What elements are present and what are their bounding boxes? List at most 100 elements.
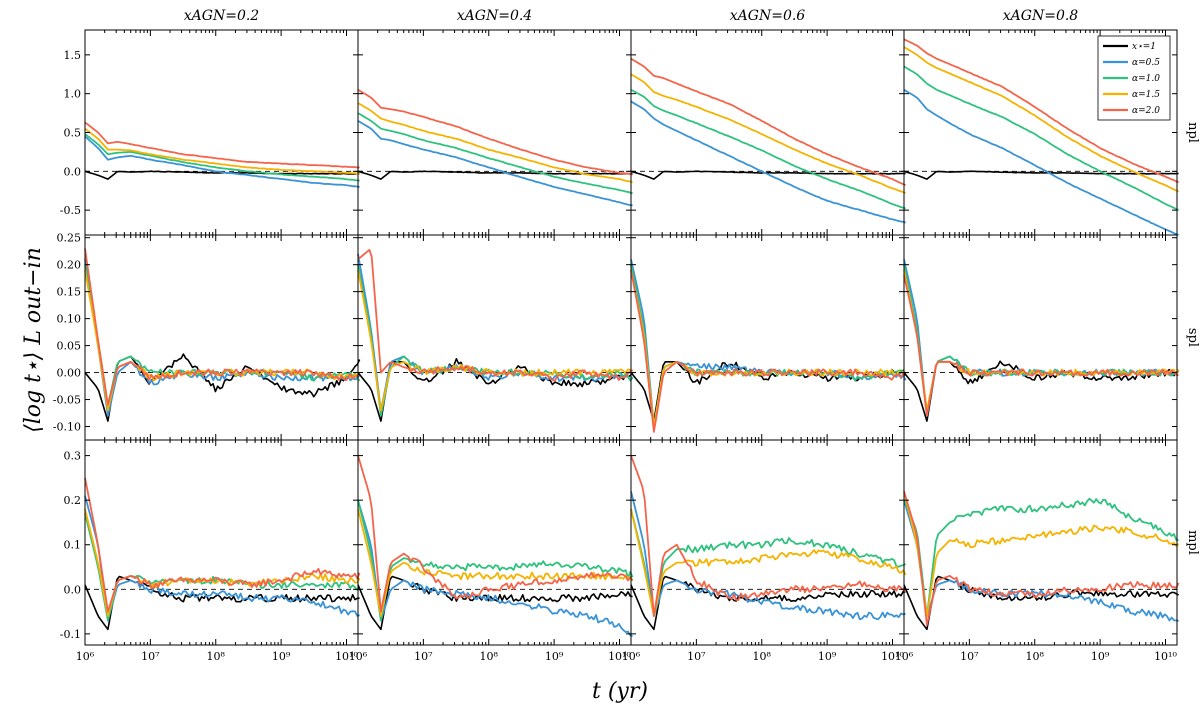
x-tick-label-c3: 10⁹ [818,650,837,663]
panel-c4-r3-series-a10 [903,497,1179,617]
x-tick-label-c4: 10¹⁰ [1154,650,1177,663]
x-tick-label-c2: 10⁶ [349,650,368,663]
panel-c1-r1-series-a20 [84,121,360,169]
panel-c4-r3-series-a05 [903,499,1179,622]
panel-c4-r1-series-xstar [903,170,1179,180]
column-title-4: xAGN=0.8 [1003,8,1079,24]
panel-c4-r3-series-a15 [903,491,1180,617]
panel-c2-r1-series-a20 [357,89,633,176]
panel-c3-r3-series-a15 [630,508,907,617]
x-tick-label-c3: 10¹⁰ [881,650,904,663]
y-tick-label-r3: 0.0 [64,583,82,596]
panel-c3-r2-series-a05 [630,259,907,428]
x-tick-label-c3: 10⁶ [622,650,641,663]
panel-c4-r3-frame [903,439,1178,646]
column-title-2: xAGN=0.4 [457,8,532,24]
legend-label-a20: α=2.0 [1132,106,1160,116]
panel-c3-r2-series-a20 [630,269,906,433]
y-tick-label-r1: 1.5 [64,49,82,62]
y-tick-label-r1: -0.5 [60,204,81,217]
panel-c3-r3-series-a05 [630,491,906,621]
legend: x⋆=1 α=0.5 α=1.0 α=1.5 α=2.0 [1097,35,1171,121]
y-tick-label-r1: 0.5 [64,127,82,140]
y-tick-label-r1: 1.0 [64,88,82,101]
panel-c4-r2-frame [903,234,1178,441]
panel-c4-r2-series-a20 [903,275,1179,417]
x-tick-label-c2: 10⁸ [480,650,499,663]
panel-c2-r1-series-a15 [357,102,633,184]
panel-c3-r2-frame [630,234,905,441]
y-tick-label-r2: 0.00 [57,367,82,380]
y-axis-label: ⟨log t⋆⟩ L out−in [21,247,46,433]
panel-c2-r2-series-xstar [357,358,634,422]
x-tick-label-c4: 10⁸ [1026,650,1045,663]
legend-label-a10: α=1.0 [1132,74,1160,84]
panel-c3-r1-series-a05 [630,100,906,224]
x-tick-label-c1: 10⁹ [272,650,291,663]
y-tick-label-r3: 0.2 [64,494,82,507]
panel-c4-r1-series-a10 [903,65,1180,212]
legend-label-a15: α=1.5 [1132,90,1160,100]
panel-c4-r3-series-a20 [903,491,1180,626]
legend-label-a05: α=0.5 [1132,58,1160,68]
panel-c2-r2-frame [357,234,632,441]
panel-c1-r1-series-a10 [84,133,360,182]
panel-c4-r2-series-a05 [903,259,1180,417]
panel-c2-r1-series-a05 [357,120,633,207]
x-tick-label-c4: 10⁶ [895,650,914,663]
x-tick-label-c2: 10¹⁰ [608,650,631,663]
panel-c3-r1-series-xstar [630,170,906,180]
panel-c3-r3-series-xstar [630,575,906,631]
y-tick-label-r2: 0.20 [57,259,82,272]
y-tick-label-r2: 0.10 [57,313,82,326]
panel-c1-r2-series-a10 [84,264,361,406]
panel-c4-r2-series-a15 [903,269,1180,412]
panel-c2-r2-series-a10 [357,264,634,417]
x-tick-label-c3: 10⁸ [753,650,772,663]
panel-c4-r2-series-a10 [903,264,1180,417]
x-tick-label-c2: 10⁷ [414,650,433,663]
y-tick-label-r3: 0.1 [64,539,82,552]
y-tick-label-r2: 0.05 [57,340,82,353]
panel-c3-r1-frame [630,29,905,236]
panel-c1-r2-frame [84,234,359,441]
panel-c4-r1-series-a20 [903,38,1179,184]
panel-c4-r1-series-a05 [903,89,1179,237]
row-label-mpl: mpl [1185,530,1200,555]
panel-c4-r3-series-xstar [903,575,1179,631]
panel-c3-r1-series-a20 [630,57,906,187]
x-tick-label-c3: 10⁷ [687,650,706,663]
y-tick-label-r3: 0.3 [64,450,82,463]
panel-c2-r2-series-a15 [357,269,633,412]
panel-c1-r3-frame [84,439,359,646]
x-tick-label-c1: 10⁶ [76,650,95,663]
panel-c1-r2-series-a20 [84,248,361,406]
row-label-npl: npl [1185,122,1200,143]
panel-c2-r3-series-a20 [357,455,634,613]
panel-c4-r1-series-a15 [903,46,1179,193]
x-tick-label-c1: 10¹⁰ [335,650,358,663]
x-tick-label-c1: 10⁸ [207,650,226,663]
y-tick-label-r2: 0.25 [57,232,82,245]
y-tick-label-r2: -0.10 [53,421,81,434]
panel-c2-r3-series-a05 [357,499,633,637]
panel-c2-r1-series-a10 [357,112,633,195]
panel-c1-r2-series-a05 [84,259,361,417]
y-tick-label-r3: -0.1 [60,628,81,641]
panel-c2-r2-series-a20 [357,248,634,382]
panel-c3-r1-series-a15 [630,73,906,194]
panel-c1-r3-series-a20 [84,477,361,613]
panel-c3-r2-series-a10 [630,264,907,428]
x-tick-label-c2: 10⁹ [545,650,564,663]
panel-c3-r2-series-a15 [630,269,907,428]
panel-c3-r3-series-a20 [630,455,907,617]
legend-label-xstar: x⋆=1 [1132,42,1156,52]
x-tick-label-c4: 10⁷ [960,650,979,663]
panel-grid: -0.5 0.0 0.5 1.0 1.5 xAGN=0.2 -0.10 -0.05 0.00 0.… [53,8,1200,663]
panel-c3-r3-series-a10 [630,508,907,617]
panel-c2-r3-series-a10 [357,499,634,622]
panel-c2-r2-series-a05 [357,253,634,412]
panel-c1-r1-series-a15 [84,127,360,175]
x-axis-label: t (yr) [592,679,648,704]
